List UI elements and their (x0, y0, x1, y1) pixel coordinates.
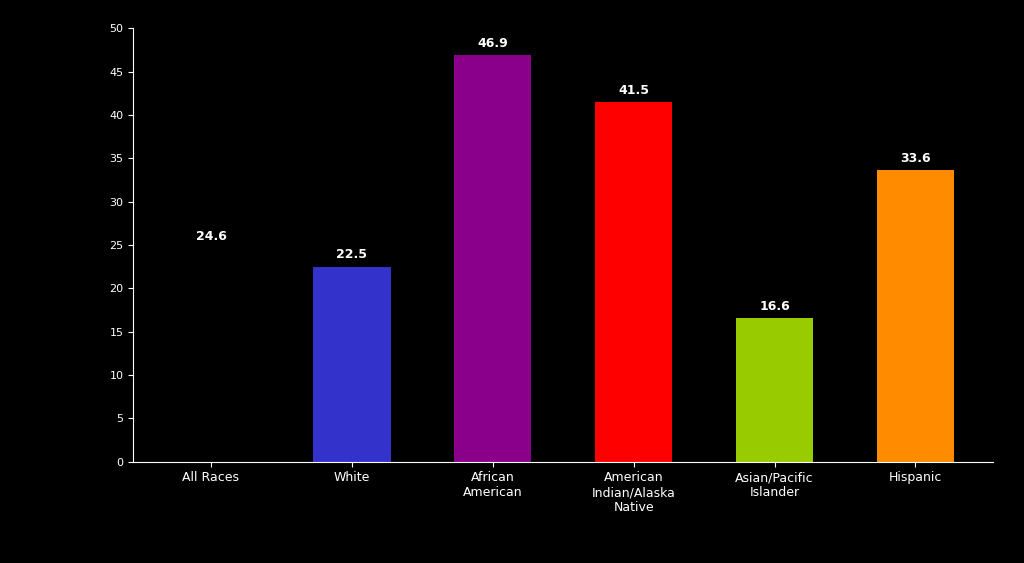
Text: 24.6: 24.6 (196, 230, 226, 243)
Bar (595, 102, 673, 462)
Text: 22.5: 22.5 (336, 248, 368, 261)
Text: 16.6: 16.6 (759, 300, 790, 312)
Bar (736, 318, 813, 462)
Text: 33.6: 33.6 (900, 152, 931, 165)
Bar (313, 267, 390, 462)
Text: 41.5: 41.5 (618, 84, 649, 97)
Bar (877, 171, 954, 462)
Bar (454, 55, 531, 462)
Text: 46.9: 46.9 (477, 37, 508, 50)
